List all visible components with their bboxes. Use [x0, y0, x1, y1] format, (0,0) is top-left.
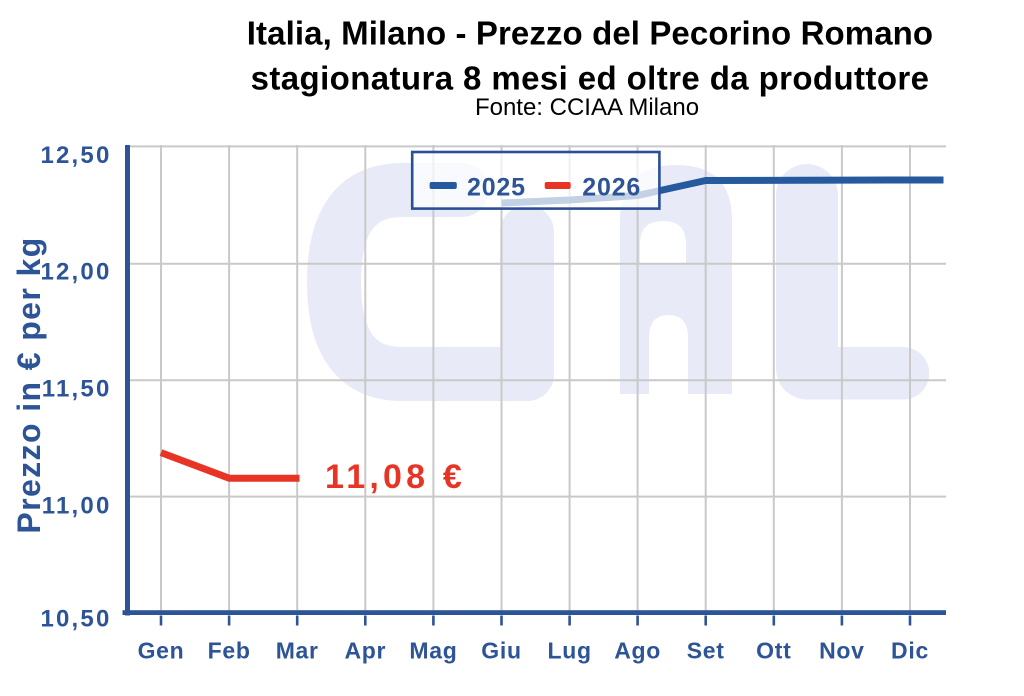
svg-text:Nov: Nov: [819, 638, 865, 664]
svg-text:Set: Set: [687, 638, 725, 664]
svg-text:11,00: 11,00: [42, 493, 112, 520]
svg-text:Mar: Mar: [276, 638, 319, 664]
svg-text:11,08 €: 11,08 €: [325, 458, 466, 496]
svg-text:Fonte: CCIAA Milano: Fonte: CCIAA Milano: [475, 94, 699, 121]
svg-text:Gen: Gen: [138, 638, 185, 664]
svg-text:Giu: Giu: [481, 638, 521, 664]
svg-text:Apr: Apr: [344, 638, 386, 664]
svg-text:Feb: Feb: [208, 638, 251, 664]
svg-text:Prezzo in € per kg: Prezzo in € per kg: [11, 236, 47, 533]
svg-text:stagionatura 8 mesi ed oltre d: stagionatura 8 mesi ed oltre da produtto…: [251, 60, 930, 97]
svg-text:Ago: Ago: [614, 638, 661, 664]
svg-text:Dic: Dic: [891, 638, 929, 664]
svg-text:11,50: 11,50: [42, 376, 112, 403]
svg-text:Lug: Lug: [547, 638, 591, 664]
svg-text:2026: 2026: [582, 174, 641, 202]
svg-text:10,50: 10,50: [40, 605, 111, 632]
svg-text:Italia, Milano - Prezzo del Pe: Italia, Milano - Prezzo del Pecorino Rom…: [247, 15, 933, 52]
svg-text:12,50: 12,50: [40, 142, 111, 169]
svg-text:Mag: Mag: [409, 638, 457, 664]
svg-text:Ott: Ott: [756, 638, 791, 664]
svg-text:2025: 2025: [467, 174, 526, 202]
svg-text:12,00: 12,00: [40, 258, 111, 285]
